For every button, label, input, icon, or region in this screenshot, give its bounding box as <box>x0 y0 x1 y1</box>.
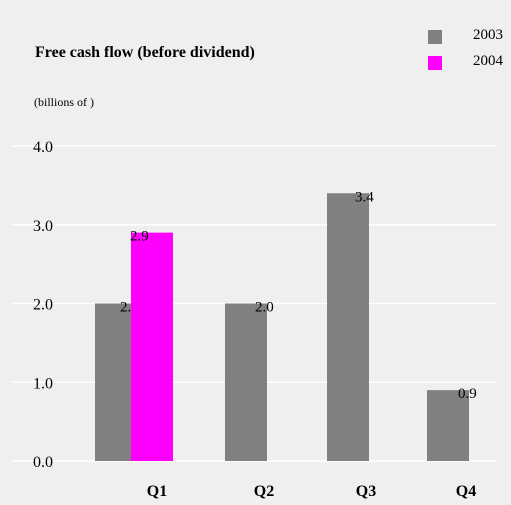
bar-2003-Q2 <box>225 303 267 461</box>
x-tick-label: Q2 <box>254 483 274 500</box>
bar-2003-Q3 <box>327 193 369 461</box>
legend-swatch-2004 <box>428 56 442 70</box>
units-label: (billions of ) <box>34 95 94 109</box>
x-tick-label: Q3 <box>356 483 376 500</box>
x-tick-label: Q4 <box>456 483 476 500</box>
y-tick-label: 0.0 <box>33 454 53 471</box>
chart-title: Free cash flow (before dividend) <box>35 44 255 61</box>
bar-2004-Q1 <box>131 232 173 461</box>
data-label: 3.4 <box>355 189 374 205</box>
legend-label-2003: 2003 <box>473 27 503 43</box>
bar-2003-Q1 <box>95 303 137 461</box>
bar-2003-Q4 <box>427 390 469 461</box>
data-label: 0.9 <box>458 386 477 402</box>
y-tick-label: 3.0 <box>33 218 53 235</box>
data-label: 2.0 <box>255 300 274 316</box>
y-tick-label: 2.0 <box>33 297 53 314</box>
data-label: 2.9 <box>130 229 149 245</box>
legend-swatch-2003 <box>428 30 442 44</box>
x-tick-label: Q1 <box>147 483 167 500</box>
legend-label-2004: 2004 <box>473 53 503 69</box>
y-tick-label: 1.0 <box>33 375 53 392</box>
y-tick-label: 4.0 <box>33 139 53 156</box>
